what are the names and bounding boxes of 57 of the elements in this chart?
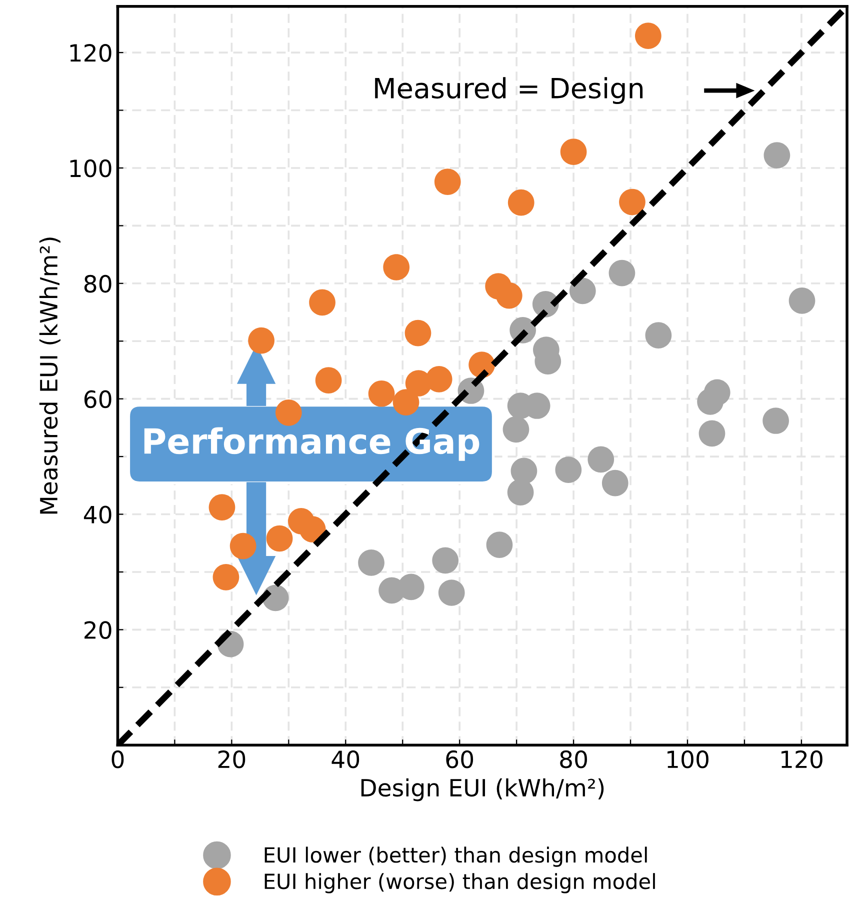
point: [569, 278, 596, 304]
point: [635, 22, 662, 49]
point: [608, 260, 636, 286]
point: [309, 289, 336, 316]
point: [508, 189, 534, 216]
point: [230, 532, 256, 560]
point: [392, 389, 420, 416]
point: [368, 380, 395, 407]
point: [704, 379, 730, 406]
point: [510, 458, 538, 484]
x-tick-label: 80: [560, 750, 587, 768]
point: [426, 366, 452, 392]
annotation: Measured = Design: [375, 77, 643, 104]
point: [762, 408, 789, 434]
point: [275, 400, 302, 426]
point: [432, 547, 459, 574]
point: [434, 168, 461, 196]
x-tick-label: 40: [332, 750, 360, 768]
point: [507, 479, 534, 506]
point: [212, 564, 240, 590]
point: [315, 367, 342, 394]
y-tick-label: 60: [84, 390, 112, 408]
point: [764, 142, 790, 168]
y-tick-label: 40: [84, 506, 112, 524]
point: [208, 494, 236, 521]
annotation: Performance Gap: [144, 427, 480, 461]
y-tick-label: 120: [70, 44, 112, 62]
point: [698, 420, 726, 447]
point: [788, 288, 816, 314]
point: [266, 525, 293, 552]
point: [438, 580, 465, 606]
point: [486, 532, 513, 558]
point: [248, 327, 274, 354]
x-tick-label: 100: [668, 750, 708, 768]
y-tick-label: 100: [70, 159, 112, 178]
x-tick-label: 120: [782, 750, 822, 768]
point: [383, 254, 410, 280]
legend-label: EUI higher (worse) than design model: [264, 873, 655, 894]
point: [588, 446, 614, 473]
point: [496, 282, 522, 309]
point: [358, 550, 384, 576]
x-tick-label: 60: [446, 750, 474, 768]
point: [299, 516, 326, 542]
y-axis-title: Measured EUI (kWh/m²): [39, 238, 60, 514]
x-tick-label: 0: [112, 750, 124, 768]
point: [645, 322, 672, 349]
point: [602, 470, 628, 496]
point: [502, 416, 530, 443]
legend-label: EUI lower (better) than design model: [264, 846, 647, 867]
y-tick-label: 80: [84, 274, 112, 293]
point: [404, 320, 432, 346]
y-tick-label: 20: [84, 621, 112, 639]
point: [555, 456, 582, 483]
x-tick-label: 20: [218, 750, 246, 768]
point: [619, 188, 646, 216]
point: [560, 138, 587, 165]
x-axis-title: Design EUI (kWh/m²): [361, 778, 604, 802]
